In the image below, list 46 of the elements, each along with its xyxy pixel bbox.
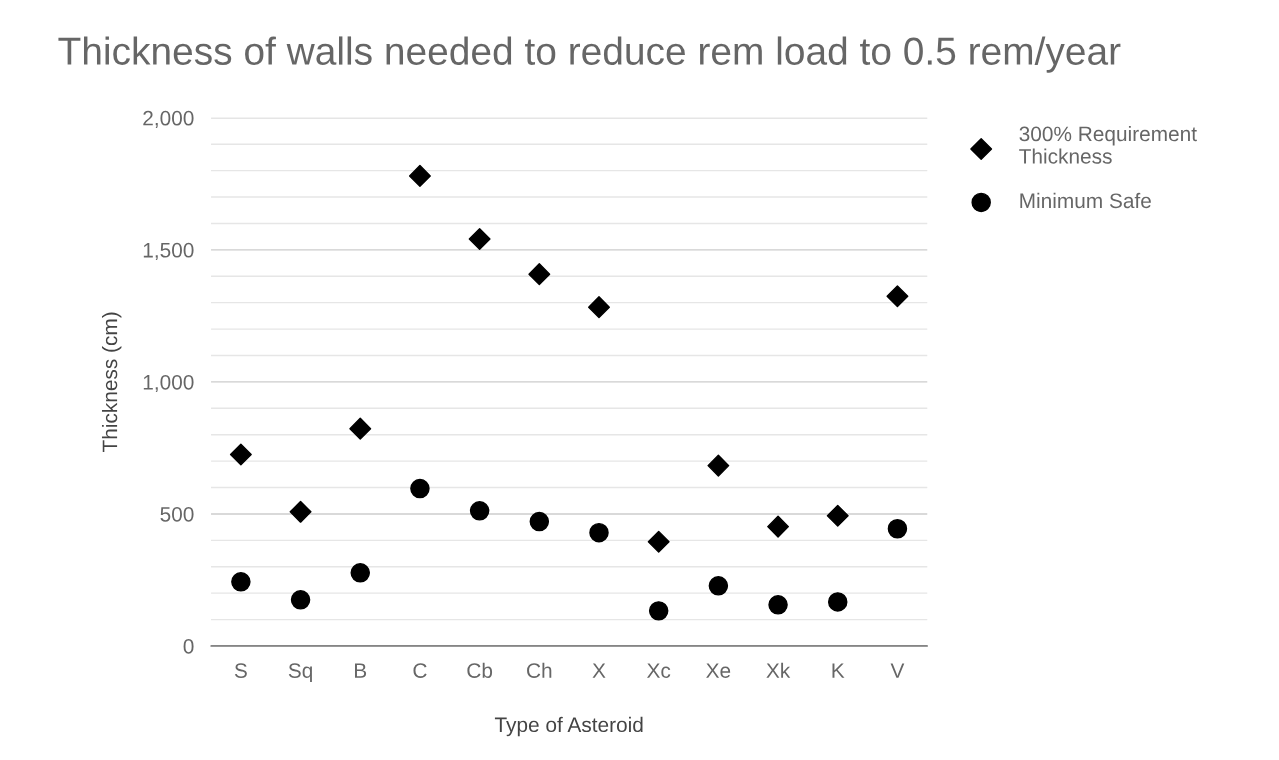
point <box>887 518 908 539</box>
point <box>468 228 491 251</box>
x-tick-label: Sq <box>288 663 312 683</box>
point <box>886 285 909 308</box>
point <box>826 504 849 527</box>
point <box>410 478 430 499</box>
x-tick-label: Cb <box>467 662 493 678</box>
y-tick-label: 1,500 <box>143 242 194 261</box>
point <box>648 601 669 621</box>
x-tick-label: V <box>890 663 905 678</box>
x-axis-title: Type of Asteroid <box>494 716 643 737</box>
point <box>289 500 312 523</box>
chart-title: Thickness of walls needed to reduce rem load to 0.5 rem/year <box>58 36 1121 73</box>
point <box>350 563 371 583</box>
point <box>588 296 610 319</box>
y-tick-label: 2,000 <box>143 110 194 129</box>
point <box>231 572 251 592</box>
point <box>469 501 490 521</box>
point <box>589 522 609 543</box>
x-tick-label: Xe <box>706 663 731 678</box>
x-tick-label: X <box>592 663 606 678</box>
point <box>349 417 372 440</box>
point <box>708 576 729 596</box>
point <box>827 592 848 612</box>
point <box>707 454 730 477</box>
legend-label: Minimum Safe <box>1020 192 1151 209</box>
point <box>529 511 550 532</box>
y-tick-label: 0 <box>183 639 194 654</box>
y-axis-title: Thickness (cm) <box>101 312 122 453</box>
point <box>647 530 670 553</box>
point <box>767 515 790 538</box>
point <box>528 263 551 286</box>
point <box>229 443 252 466</box>
point <box>290 590 311 610</box>
x-tick-label: Xc <box>647 663 671 678</box>
legend-label: 300% Requirement Thickness <box>1019 125 1197 164</box>
x-tick-label: Ch <box>527 662 552 678</box>
x-tick-label: Xk <box>766 662 791 678</box>
point <box>768 595 788 615</box>
point <box>408 164 431 187</box>
x-tick-label: C <box>413 663 427 678</box>
y-tick-label: 500 <box>160 506 194 522</box>
x-tick-label: K <box>832 663 845 678</box>
y-tick-label: 1,000 <box>143 374 194 393</box>
x-tick-label: B <box>355 663 367 678</box>
x-tick-label: S <box>234 663 247 678</box>
